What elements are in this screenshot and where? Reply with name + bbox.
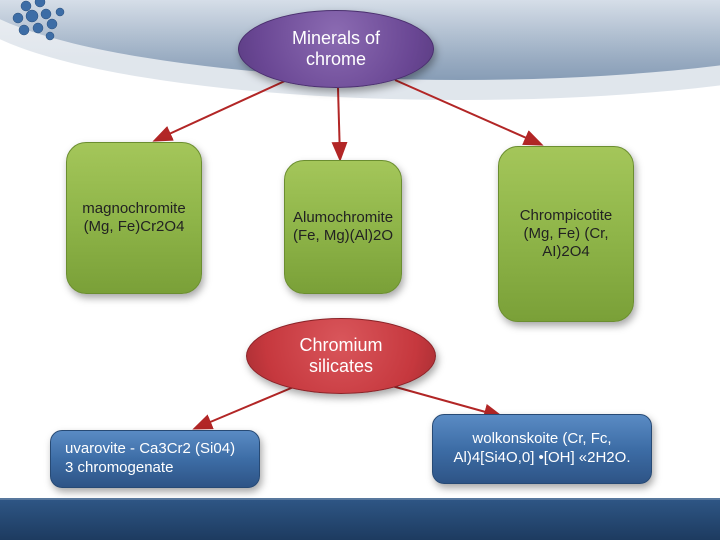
node-chromium-silicates: Chromiumsilicates: [246, 318, 436, 394]
node-minerals-of-chrome: Minerals ofchrome: [238, 10, 434, 88]
node-label: Minerals ofchrome: [239, 28, 433, 69]
node-uvarovite: uvarovite - Ca3Cr2 (Si04) 3 chromogenate: [50, 430, 260, 488]
node-label: Chromiumsilicates: [247, 335, 435, 376]
node-chrompicotite: Chrompicotite (Mg, Fe) (Cr, AI)2O4: [498, 146, 634, 322]
node-alumochromite: Alumochromite(Fe, Mg)(Al)2O: [284, 160, 402, 294]
slide-canvas: Minerals ofchrome magnochromite (Mg, Fe)…: [0, 0, 720, 540]
node-label: Chrompicotite (Mg, Fe) (Cr, AI)2O4: [507, 207, 625, 261]
molecule-icon: [6, 0, 76, 46]
node-wolkonskoite: wolkonskoite (Cr, Fc, Al)4[Si4O,0] •[OH]…: [432, 414, 652, 484]
node-label: uvarovite - Ca3Cr2 (Si04) 3 chromogenate: [65, 440, 245, 478]
edge-mid-b2: [392, 386, 500, 416]
node-label: Alumochromite(Fe, Mg)(Al)2O: [293, 209, 393, 245]
node-label: magnochromite (Mg, Fe)Cr2O4: [75, 200, 193, 236]
node-label: wolkonskoite (Cr, Fc, Al)4[Si4O,0] •[OH]…: [447, 430, 637, 468]
edge-mid-b1: [196, 386, 296, 428]
edge-root-g2: [338, 88, 340, 158]
node-magnochromite: magnochromite (Mg, Fe)Cr2O4: [66, 142, 202, 294]
footer-bar: [0, 498, 720, 540]
